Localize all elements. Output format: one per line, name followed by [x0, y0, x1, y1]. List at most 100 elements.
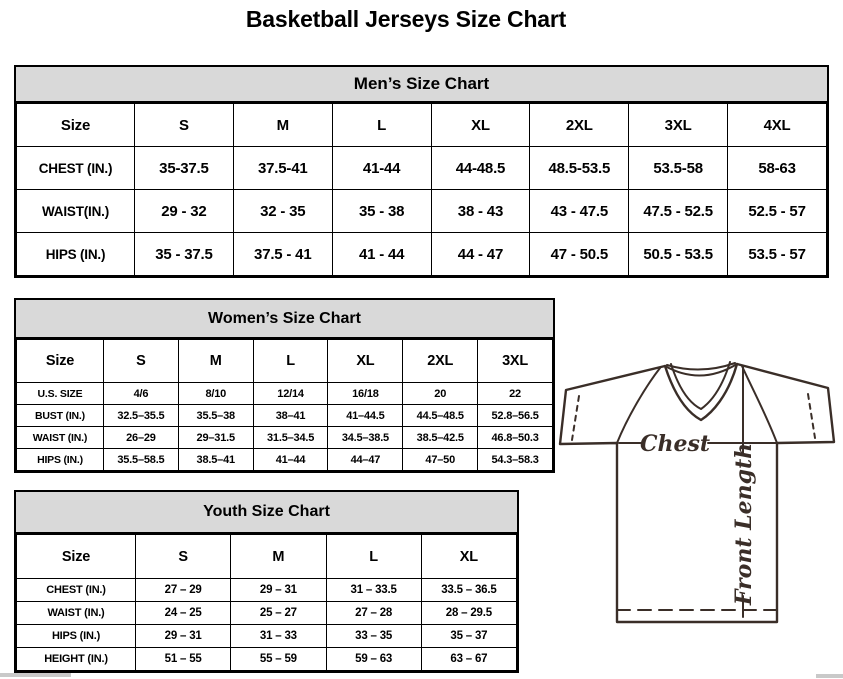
measurement-value-cell: 16/18 — [327, 382, 404, 405]
size-column-header: S — [103, 339, 179, 383]
measurement-value-cell: 31 – 33.5 — [325, 578, 422, 602]
measurement-value-cell: 50.5 - 53.5 — [628, 232, 729, 276]
measurement-value-cell: 32.5–35.5 — [103, 404, 179, 427]
measurement-row-label: WAIST (IN.) — [16, 601, 136, 625]
size-column-header: 2XL — [402, 339, 479, 383]
measurement-row: HIPS (IN.) 35.5–58.5 38.5–41 41–44 44–47 47–5… — [16, 448, 553, 471]
measurement-value-cell: 31 – 33 — [230, 624, 327, 648]
measurement-value-cell: 26–29 — [103, 426, 179, 449]
measurement-value-cell: 34.5–38.5 — [327, 426, 404, 449]
measurement-value-cell: 38.5–42.5 — [402, 426, 479, 449]
measurement-value-cell: 29 – 31 — [134, 624, 232, 648]
measurement-row: CHEST (IN.) 35-37.5 37.5-41 41-44 44-48.5 48.… — [16, 146, 827, 190]
measurement-value-cell: 35.5–38 — [177, 404, 254, 427]
measurement-value-cell: 29 - 32 — [134, 189, 234, 233]
measurement-value-cell: 47.5 - 52.5 — [628, 189, 729, 233]
size-column-header: L — [331, 103, 432, 147]
measurement-value-cell: 32 - 35 — [232, 189, 333, 233]
measurement-value-cell: 35 – 37 — [420, 624, 518, 648]
measurement-row-label: WAIST(IN.) — [16, 189, 135, 233]
measurement-value-cell: 29 – 31 — [230, 578, 327, 602]
measurement-value-cell: 54.3–58.3 — [477, 448, 553, 471]
measurement-value-cell: 58-63 — [727, 146, 827, 190]
measurement-row: WAIST (IN.) 24 – 25 25 – 27 27 – 28 28 – 29.… — [16, 601, 518, 625]
measurement-value-cell: 41-44 — [331, 146, 432, 190]
page-title: Basketball Jerseys Size Chart — [245, 6, 567, 32]
measurement-value-cell: 20 — [402, 382, 479, 405]
jersey-right-cuff-dashes — [807, 393, 816, 439]
measurement-value-cell: 37.5-41 — [232, 146, 333, 190]
measurement-value-cell: 4/6 — [103, 382, 179, 405]
size-header-row: Size S M L XL — [16, 534, 518, 579]
measurement-row: U.S. SIZE 4/6 8/10 12/14 16/18 20 22 — [16, 382, 553, 405]
youth-size-chart-title: Youth Size Chart — [16, 492, 517, 534]
measurement-row: CHEST (IN.) 27 – 29 29 – 31 31 – 33.5 33.5 –… — [16, 578, 518, 602]
measurement-value-cell: 27 – 29 — [134, 578, 232, 602]
measurement-row-label: WAIST (IN.) — [16, 426, 104, 449]
size-column-header: XL — [327, 339, 404, 383]
youth-size-table: Size S M L XL CHEST (IN.) 27 – 29 29 – 31 31 – 3… — [16, 534, 518, 671]
size-header-cell: Size — [16, 103, 135, 147]
womens-size-chart: Women’s Size Chart Size S M L XL 2XL 3XL U.S. S… — [14, 298, 555, 473]
measurement-value-cell: 35 - 37.5 — [134, 232, 234, 276]
size-header-cell: Size — [16, 339, 104, 383]
horizontal-scrollbar-fragment-left[interactable] — [0, 673, 71, 677]
size-column-header: XL — [420, 534, 518, 579]
measurement-row-label: BUST (IN.) — [16, 404, 104, 427]
size-column-header: 2XL — [529, 103, 630, 147]
mens-size-chart: Men’s Size Chart Size S M L XL 2XL 3XL 4XL CHEST… — [14, 65, 829, 278]
measurement-value-cell: 27 – 28 — [325, 601, 422, 625]
measurement-value-cell: 44-48.5 — [430, 146, 531, 190]
measurement-value-cell: 33.5 – 36.5 — [420, 578, 518, 602]
size-header-row: Size S M L XL 2XL 3XL 4XL — [16, 103, 827, 147]
jersey-right-sleeve-seam — [741, 365, 778, 444]
measurement-value-cell: 41 - 44 — [331, 232, 432, 276]
size-column-header: S — [134, 534, 232, 579]
jersey-collar-top-arc — [666, 362, 736, 371]
size-header-cell: Size — [16, 534, 136, 579]
measurement-value-cell: 22 — [477, 382, 553, 405]
measurement-value-cell: 59 – 63 — [325, 647, 422, 671]
jersey-left-sleeve-seam — [616, 367, 661, 444]
measurement-row-label: HIPS (IN.) — [16, 624, 136, 648]
size-column-header: M — [230, 534, 327, 579]
front-length-label: Front Length — [731, 443, 757, 606]
measurement-value-cell: 52.5 - 57 — [727, 189, 827, 233]
size-column-header: M — [232, 103, 333, 147]
measurement-row: WAIST (IN.) 26–29 29–31.5 31.5–34.5 34.5–38.… — [16, 426, 553, 449]
womens-size-chart-title: Women’s Size Chart — [16, 300, 553, 339]
measurement-value-cell: 53.5-58 — [628, 146, 729, 190]
measurement-row: HIPS (IN.) 35 - 37.5 37.5 - 41 41 - 44 44 - … — [16, 232, 827, 276]
measurement-value-cell: 8/10 — [177, 382, 254, 405]
youth-size-chart: Youth Size Chart Size S M L XL CHEST (IN.) 27 … — [14, 490, 519, 673]
measurement-value-cell: 29–31.5 — [177, 426, 254, 449]
womens-size-table: Size S M L XL 2XL 3XL U.S. SIZE 4/6 8/10 12/14 16/1… — [16, 339, 553, 471]
measurement-value-cell: 38.5–41 — [177, 448, 254, 471]
jersey-collar-back-arc — [664, 363, 738, 377]
measurement-value-cell: 47–50 — [402, 448, 479, 471]
measurement-value-cell: 25 – 27 — [230, 601, 327, 625]
measurement-value-cell: 63 – 67 — [420, 647, 518, 671]
measurement-value-cell: 53.5 - 57 — [727, 232, 827, 276]
measurement-value-cell: 44 - 47 — [430, 232, 531, 276]
measurement-value-cell: 44.5–48.5 — [402, 404, 479, 427]
measurement-row-label: HIPS (IN.) — [16, 448, 104, 471]
jersey-collar-outer — [663, 362, 739, 422]
chest-label: Chest — [640, 431, 710, 457]
measurement-row: HIPS (IN.) 29 – 31 31 – 33 33 – 35 35 – 37 — [16, 624, 518, 648]
measurement-value-cell: 35 - 38 — [331, 189, 432, 233]
mens-size-table: Size S M L XL 2XL 3XL 4XL CHEST (IN.) 35-37.5 37.5… — [16, 103, 827, 276]
jersey-collar-inner — [670, 361, 731, 410]
size-column-header: XL — [430, 103, 531, 147]
jersey-outline — [558, 362, 836, 624]
measurement-value-cell: 51 – 55 — [134, 647, 232, 671]
measurement-value-cell: 28 – 29.5 — [420, 601, 518, 625]
measurement-value-cell: 12/14 — [252, 382, 329, 405]
measurement-value-cell: 41–44.5 — [327, 404, 404, 427]
jersey-measurement-diagram: Chest Front Length — [558, 361, 836, 624]
measurement-row: WAIST(IN.) 29 - 32 32 - 35 35 - 38 38 - 43 43… — [16, 189, 827, 233]
measurement-row-label: HEIGHT (IN.) — [16, 647, 136, 671]
measurement-value-cell: 55 – 59 — [230, 647, 327, 671]
measurement-row-label: CHEST (IN.) — [16, 146, 135, 190]
horizontal-scrollbar-fragment-right[interactable] — [816, 674, 843, 678]
